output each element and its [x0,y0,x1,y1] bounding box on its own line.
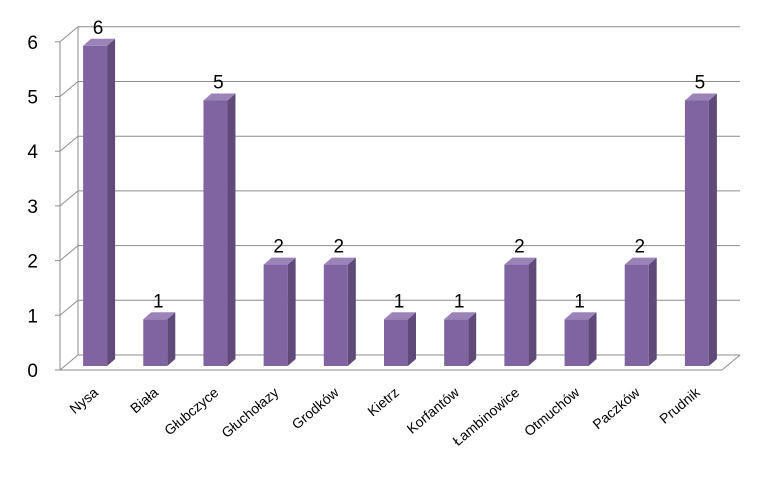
data-label: 2 [273,237,284,258]
bar-7 [444,312,477,366]
x-tick-label: Głubczyce [161,384,222,438]
bar-1 [83,38,116,367]
bar-2 [143,312,176,366]
bar-side [347,257,356,366]
data-label: 5 [695,73,706,94]
bar-10 [624,257,657,366]
bars [83,38,717,367]
floor-right-edge [721,354,741,371]
bar-side [468,312,477,366]
y-tick-label: 3 [27,197,38,218]
data-label: 1 [394,291,405,312]
x-tick-label: Grodków [289,383,343,432]
x-tick-label: Nysa [66,384,101,417]
x-tick-label: Głuchołazy [218,384,281,441]
bar-front [444,319,469,366]
bar-top [83,38,116,46]
bar-side [408,312,416,366]
bar-front [564,319,589,366]
bar-top [143,312,176,320]
bar-front [323,264,348,366]
bar-front [504,264,529,366]
bar-side [167,312,176,366]
data-label: 1 [574,291,585,312]
y-tick-label: 2 [27,252,38,273]
bar-top [504,257,537,265]
x-tick-label: Łambinowice [449,384,522,449]
bar-side [107,38,116,367]
bar-11 [684,93,717,366]
x-tick-label: Biała [127,384,161,416]
bar-side [708,93,717,366]
bar-top [444,312,477,320]
bar-side [287,257,296,366]
bar-side [528,257,537,366]
bar-top [684,93,717,101]
y-tick-label: 1 [27,306,38,327]
wall-connector [59,354,79,371]
bar-front [263,264,288,366]
bar-6 [384,312,416,366]
bar-top [323,257,356,265]
bar-front [203,100,228,366]
bar-front [384,319,408,366]
bar-side [648,257,657,366]
data-label: 1 [153,291,164,312]
wall-connector [59,190,79,207]
x-tick-label: Kietrz [364,384,402,419]
data-label: 1 [454,291,465,312]
bar-top [384,312,416,320]
wall-connector [59,299,79,316]
bar-top [564,312,597,320]
x-tick-label: Korfantów [404,383,463,436]
x-tick-label: Prudnik [656,383,703,426]
data-label: 2 [514,237,525,258]
wall-connector [59,245,79,261]
bar-4 [263,257,296,366]
y-tick-labels: 0 1 2 3 4 5 6 [27,33,38,382]
bar-side [588,312,597,366]
wall-connector [59,135,79,152]
data-label: 2 [634,237,645,258]
y-tick-label: 6 [27,33,38,54]
x-tick-label: Otmuchów [521,383,583,439]
bar-top [624,257,657,265]
wall-connector [59,26,79,43]
bar-front [684,100,709,366]
bar-3 [203,93,236,366]
gridlines [78,26,740,356]
x-tick-label: Paczków [589,383,643,432]
wall-connector [59,81,79,97]
bar-top [203,93,236,101]
data-label: 5 [213,73,224,94]
bar-9 [564,312,597,366]
bar-5 [323,257,356,366]
bar-side [227,93,236,366]
bar-front [624,264,649,366]
data-labels: 6 1 5 2 2 1 1 2 1 2 5 [93,18,706,312]
y-tick-label: 0 [27,361,38,382]
bar-front [83,45,108,367]
y-tick-label: 4 [27,142,38,163]
axes [55,26,741,371]
bar-top [263,257,296,265]
data-label: 6 [93,18,104,39]
y-tick-label: 5 [27,88,38,109]
bar-8 [504,257,537,366]
bar-front [143,319,168,366]
data-label: 2 [334,237,345,258]
